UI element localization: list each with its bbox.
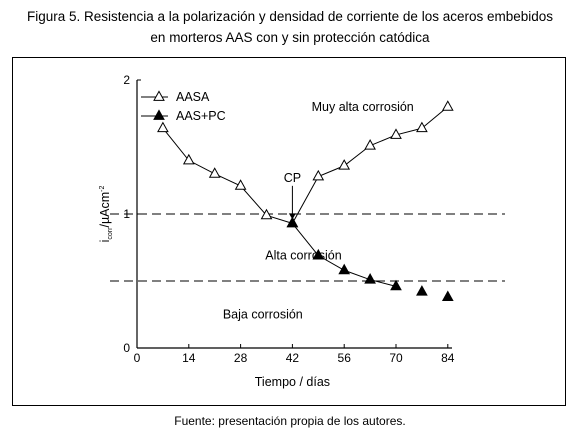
y-axis-label: icorr/µAcm-2 — [98, 186, 114, 243]
x-tick-label: 0 — [134, 351, 141, 365]
data-point-aas-pc — [416, 285, 428, 296]
y-tick-label: 1 — [123, 207, 130, 221]
figure-source: Fuente: presentación propia de los autor… — [174, 414, 406, 428]
data-point-aas-pc — [441, 290, 454, 301]
data-point-aasa — [157, 121, 169, 133]
data-point-aasa — [234, 179, 247, 190]
data-point-aas-pc — [364, 273, 376, 284]
x-tick-label: 70 — [389, 351, 403, 365]
y-axis-label-sup: -2 — [99, 186, 106, 192]
y-axis-label-unit: /µAcm — [98, 192, 112, 228]
cp-annotation-label: CP — [284, 171, 301, 185]
y-tick-label: 0 — [123, 341, 130, 355]
x-tick-label: 14 — [182, 351, 196, 365]
figure-frame — [12, 57, 566, 406]
x-tick-label: 56 — [338, 351, 352, 365]
region-label: Alta corrosión — [265, 249, 341, 263]
data-point-aas-pc — [338, 263, 351, 275]
y-tick-label: 2 — [123, 73, 130, 87]
data-point-aasa — [260, 208, 273, 220]
legend-marker — [153, 90, 165, 101]
series-line-aasa — [162, 106, 449, 224]
data-point-aasa — [416, 121, 428, 133]
data-point-aasa — [390, 128, 402, 139]
x-tick-label: 42 — [286, 351, 300, 365]
cp-arrow-head — [288, 213, 296, 220]
legend-label: AAS+PC — [176, 109, 226, 123]
data-point-aasa — [364, 139, 376, 150]
data-point-aasa — [182, 153, 195, 165]
data-point-aasa — [208, 167, 221, 178]
figure-title-line2: en morteros AAS con y sin protección cat… — [150, 30, 430, 45]
data-point-aas-pc — [390, 279, 402, 291]
svg-text:icorr/µAcm-2: icorr/µAcm-2 — [98, 186, 114, 243]
y-axis-label-main: i — [98, 240, 112, 243]
data-point-aasa — [441, 100, 454, 111]
data-point-aasa — [338, 159, 351, 170]
legend-marker — [153, 109, 165, 120]
figure-title-line1: Figura 5. Resistencia a la polarización … — [26, 9, 554, 24]
x-axis-label: Tiempo / días — [255, 375, 330, 389]
data-point-aas-pc — [312, 248, 325, 260]
region-label: Baja corrosión — [223, 308, 303, 322]
data-point-aasa — [312, 169, 325, 181]
data-point-aas-pc — [286, 216, 299, 228]
legend-label: AASA — [176, 90, 210, 104]
y-axis-label-sub: corr — [107, 227, 114, 240]
x-tick-label: 28 — [234, 351, 248, 365]
figure-title: Figura 5. Resistencia a la polarización … — [0, 6, 580, 48]
x-tick-label: 84 — [441, 351, 455, 365]
region-label: Muy alta corrosión — [312, 100, 414, 114]
